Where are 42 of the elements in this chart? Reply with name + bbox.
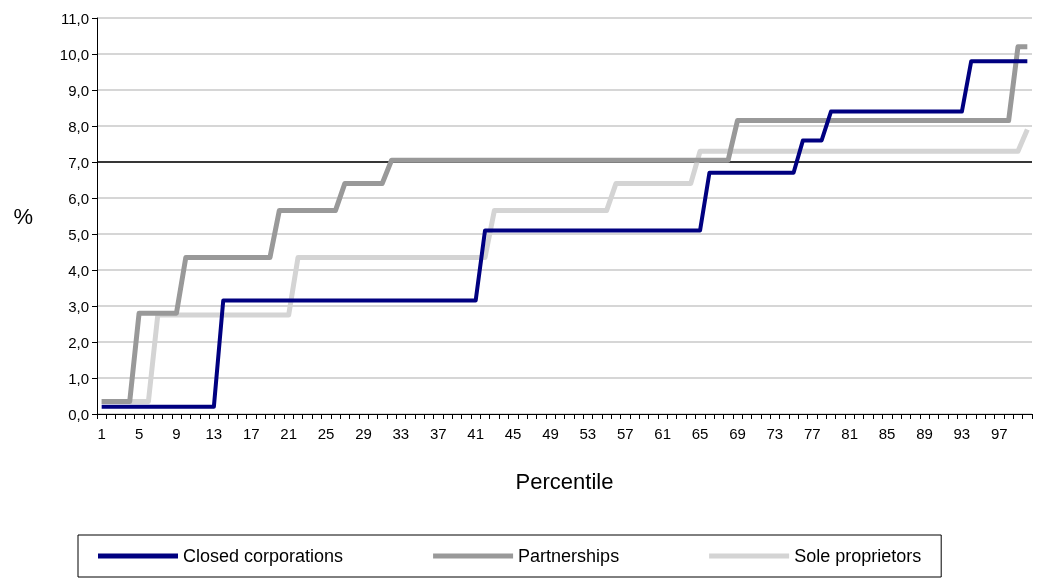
x-tick-label: 97 <box>990 425 1008 442</box>
y-tick-label: 8,0 <box>68 117 89 135</box>
x-tick-label: 85 <box>878 425 896 442</box>
x-tick-label: 65 <box>691 425 709 442</box>
y-tick-label: 7,0 <box>68 153 89 171</box>
y-tick-label: 0,0 <box>68 405 89 423</box>
x-tick-label: 1 <box>97 425 106 442</box>
x-tick-label: 69 <box>729 425 746 442</box>
x-tick-label: 73 <box>766 425 784 442</box>
x-tick-label: 41 <box>467 425 485 442</box>
legend-label: Sole proprietors <box>794 546 922 566</box>
x-tick-label: 13 <box>205 425 223 442</box>
y-tick-label: 10,0 <box>59 45 89 63</box>
legend-label: Partnerships <box>518 546 620 566</box>
x-tick-label: 89 <box>916 425 933 442</box>
x-tick-label: 45 <box>504 425 522 442</box>
x-tick-label: 9 <box>172 425 181 442</box>
x-tick-label: 53 <box>579 425 597 442</box>
y-tick-label: 6,0 <box>68 189 89 207</box>
y-tick-label: 1,0 <box>68 369 89 387</box>
x-tick-label: 5 <box>134 425 144 442</box>
x-tick-label: 21 <box>280 425 298 442</box>
x-tick-label: 17 <box>242 425 260 442</box>
y-tick-label: 5,0 <box>68 225 89 243</box>
x-tick-label: 93 <box>953 425 971 442</box>
y-tick-label: 11,0 <box>60 9 89 27</box>
y-tick-label: 4,0 <box>68 261 89 279</box>
y-axis-title: % <box>13 203 33 229</box>
y-tick-label: 9,0 <box>68 81 89 99</box>
y-tick-label: 3,0 <box>68 297 89 315</box>
x-tick-label: 33 <box>392 425 410 442</box>
legend-label: Closed corporations <box>183 546 344 566</box>
x-tick-label: 49 <box>542 425 559 442</box>
x-tick-label: 61 <box>654 425 672 442</box>
y-tick-label: 2,0 <box>68 333 89 351</box>
x-tick-label: 25 <box>317 425 335 442</box>
x-tick-label: 77 <box>803 425 821 442</box>
x-tick-label: 29 <box>355 425 372 442</box>
x-tick-label: 37 <box>429 425 447 442</box>
x-axis-title: Percentile <box>515 468 614 494</box>
x-tick-label: 81 <box>841 425 859 442</box>
x-tick-label: 57 <box>616 425 634 442</box>
